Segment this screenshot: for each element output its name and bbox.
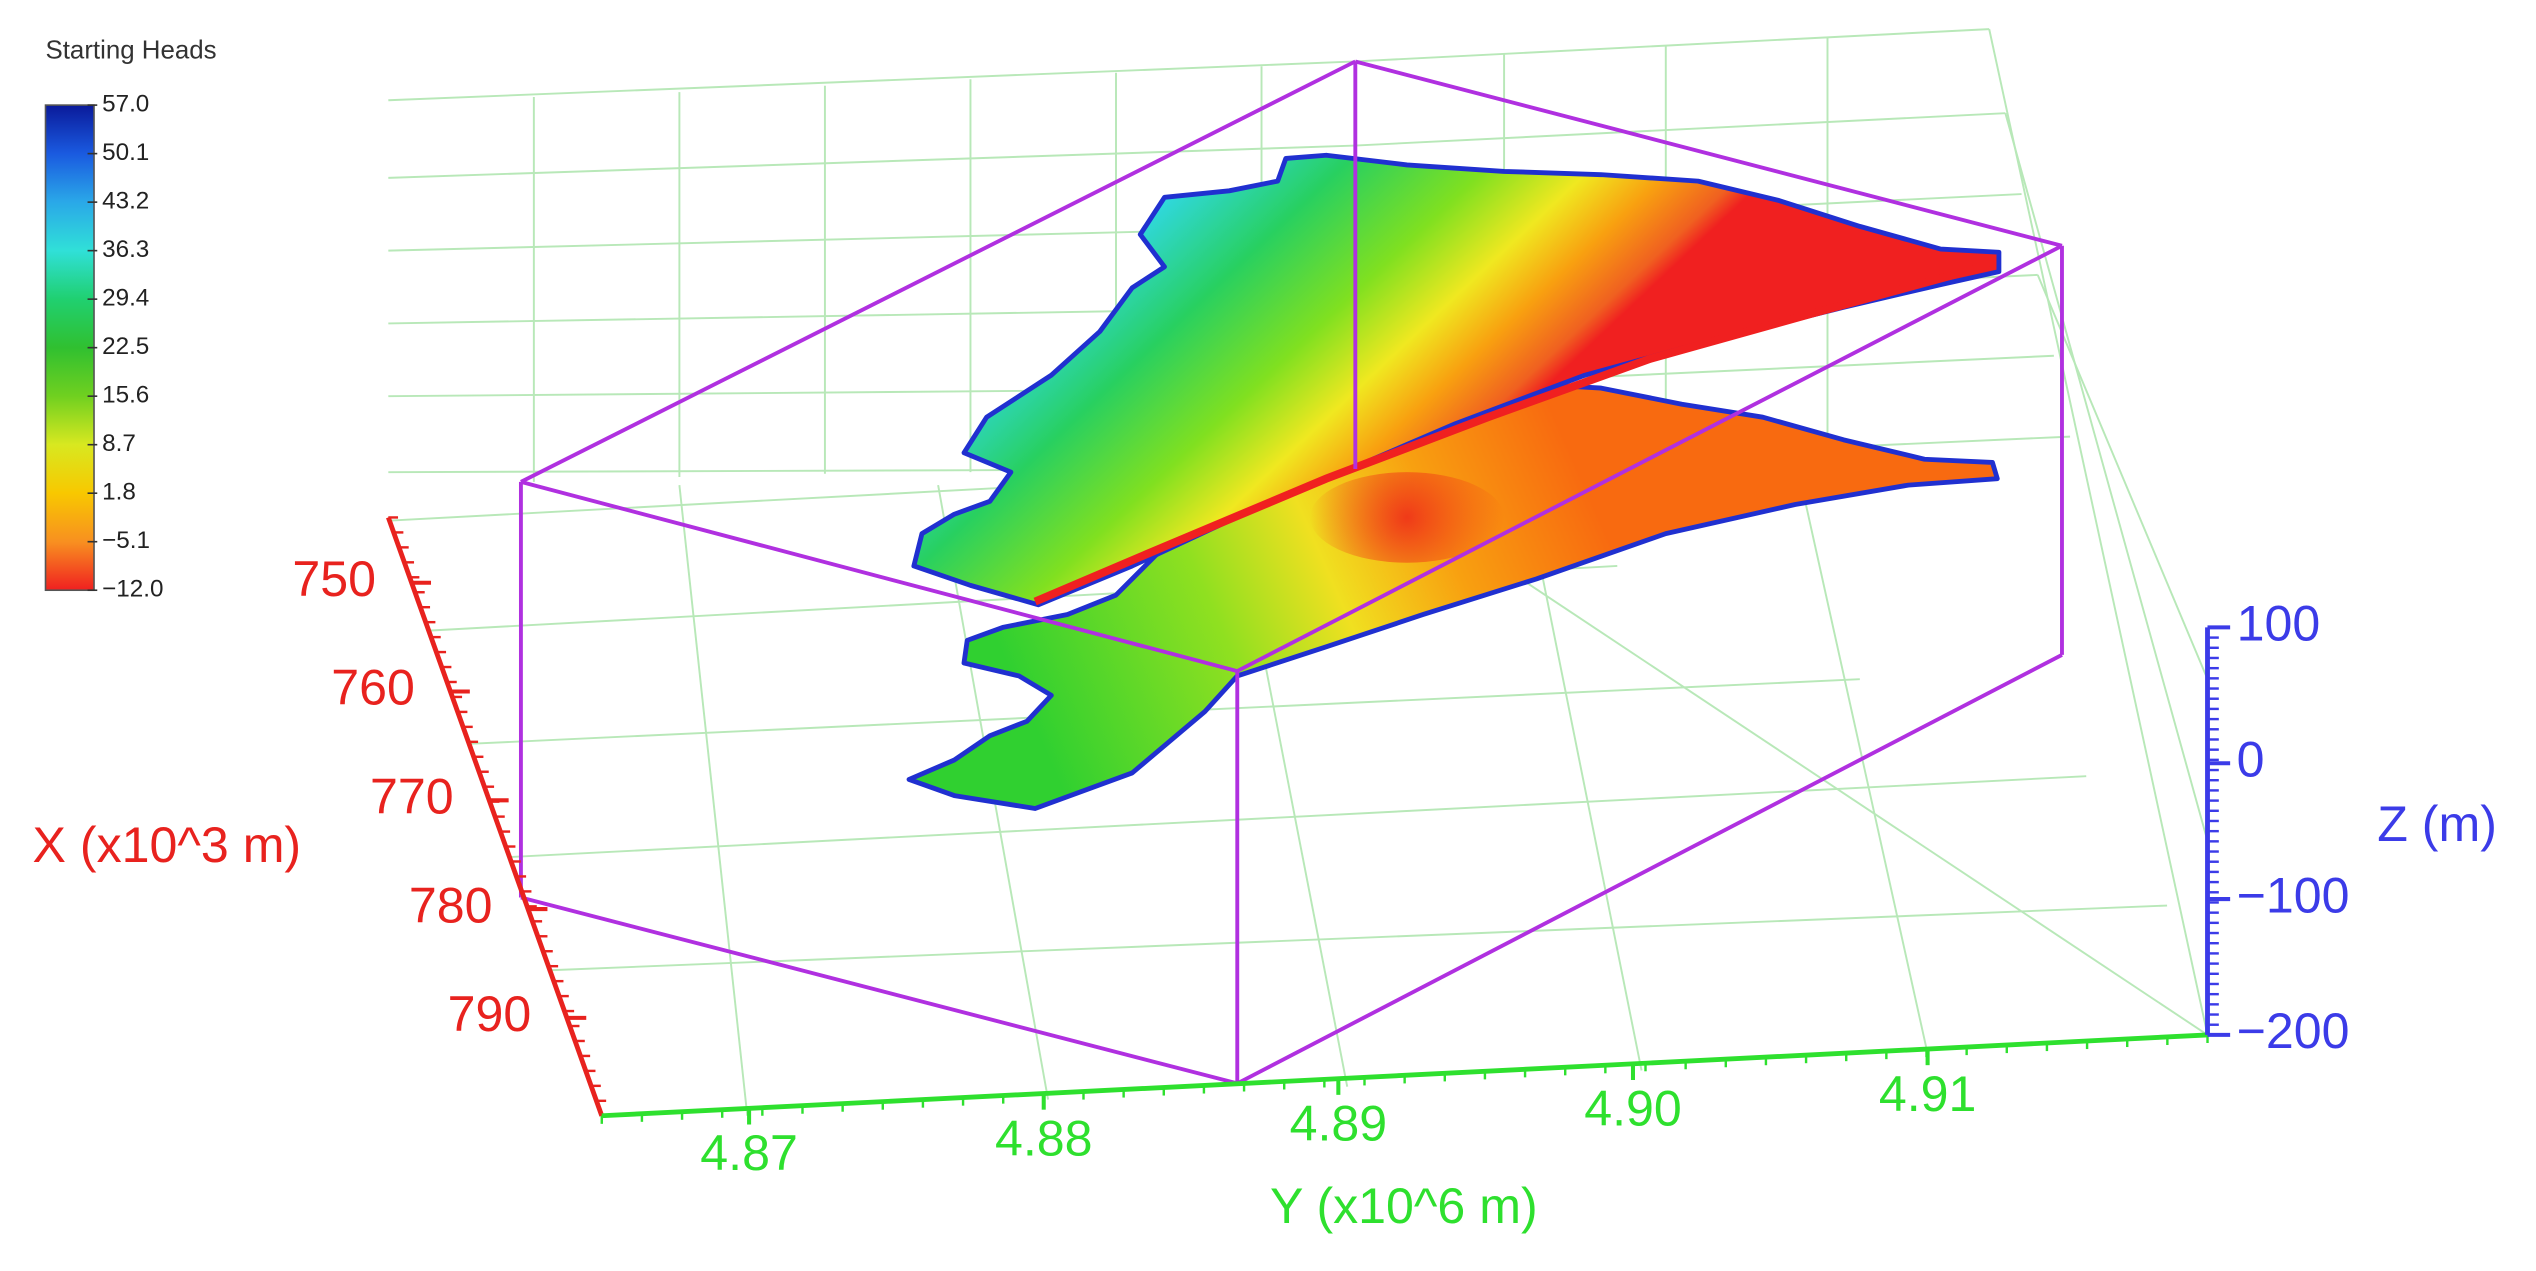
colorbar-tick-label: −12.0 [102,576,163,603]
z-tick-label: 0 [2237,731,2265,787]
x-tick-label: 790 [448,986,532,1042]
model-bounding-box [518,59,2064,1086]
colorbar [44,104,95,592]
axes: 750 760 770 780 790 4.87 4.88 4.89 4.90 4.91 100 0 −… [33,516,2497,1234]
upper-layer-ridge [1033,261,1991,606]
y-tick-label: 4.90 [1584,1081,1682,1137]
colorbar-tick-label: 36.3 [102,236,149,263]
colorbar-tick-label: 29.4 [102,285,149,312]
colorbar-tick-label: 43.2 [102,188,149,215]
surface-layers [906,152,2002,811]
colorbar-tick-label: 1.8 [102,479,136,506]
z-tick-label: 100 [2237,596,2321,652]
colorbar-tick-label: 22.5 [102,333,149,360]
colorbar-ticks: 57.0 50.1 43.2 36.3 29.4 22.5 15.6 8.7 1.8 −5.1 −1… [87,91,163,603]
x-axis-title: X (x10^3 m) [33,817,302,873]
colorbar-tick-label: 57.0 [102,91,149,118]
z-tick-label: −100 [2237,867,2350,923]
colorbar-tick-label: 50.1 [102,139,149,166]
y-tick-label: 4.88 [995,1110,1093,1166]
colorbar-title: Starting Heads [46,37,217,65]
x-tick-label: 770 [370,769,454,825]
colorbar-tick-label: 8.7 [102,430,136,457]
y-tick-label: 4.87 [700,1125,798,1181]
lower-layer-surface [906,382,2000,811]
colorbar-tick-label: 15.6 [102,382,149,409]
upper-layer-surface [911,152,2002,608]
y-tick-label: 4.91 [1879,1066,1977,1122]
y-tick-label: 4.89 [1290,1095,1388,1151]
x-tick-label: 760 [331,660,415,716]
x-tick-label: 750 [292,551,376,607]
z-tick-label: −200 [2237,1003,2350,1059]
x-tick-label: 780 [409,877,493,933]
y-axis-title: Y (x10^6 m) [1270,1178,1538,1234]
surface-low-zone [1310,472,1505,563]
z-axis-title: Z (m) [2377,796,2497,852]
colorbar-tick-label: −5.1 [102,527,150,554]
